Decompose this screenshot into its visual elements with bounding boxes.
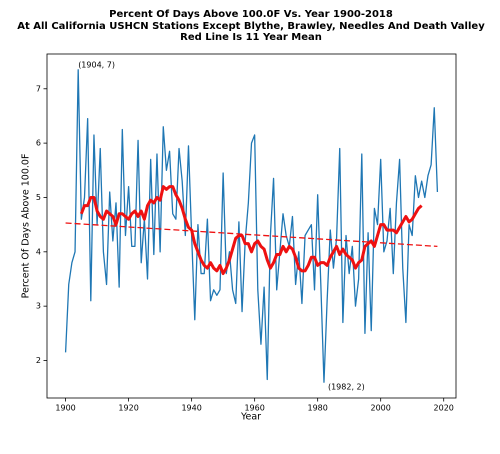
chart-title: Percent Of Days Above 100.0F Vs. Year 19… <box>109 9 393 20</box>
x-axis-label: Year <box>240 412 261 423</box>
y-tick-label: 3 <box>36 302 41 311</box>
trend-line <box>65 222 438 248</box>
x-tick-label: 1980 <box>307 404 327 413</box>
data-line <box>64 69 439 383</box>
y-tick-label: 6 <box>36 139 41 148</box>
x-tick-label: 2000 <box>371 404 391 413</box>
x-tick-label: 1960 <box>244 404 264 413</box>
y-tick-label: 5 <box>36 193 41 202</box>
mean-line <box>79 185 423 276</box>
y-tick-label: 2 <box>36 356 41 365</box>
y-axis-label: Percent Of Days Above 100.0F <box>21 154 32 299</box>
y-tick-label: 7 <box>36 84 41 93</box>
x-tick-label: 1900 <box>55 404 75 413</box>
chart-title: Red Line Is 11 Year Mean <box>180 32 322 43</box>
x-tick-label: 1920 <box>118 404 138 413</box>
chart-title: At All California USHCN Stations Except … <box>17 21 485 32</box>
plot-frame <box>46 53 457 399</box>
y-tick-label: 4 <box>36 247 41 256</box>
x-tick-label: 2020 <box>434 404 454 413</box>
annotation: (1982, 2) <box>328 383 365 392</box>
x-tick-label: 1940 <box>181 404 201 413</box>
annotation: (1904, 7) <box>78 60 115 69</box>
